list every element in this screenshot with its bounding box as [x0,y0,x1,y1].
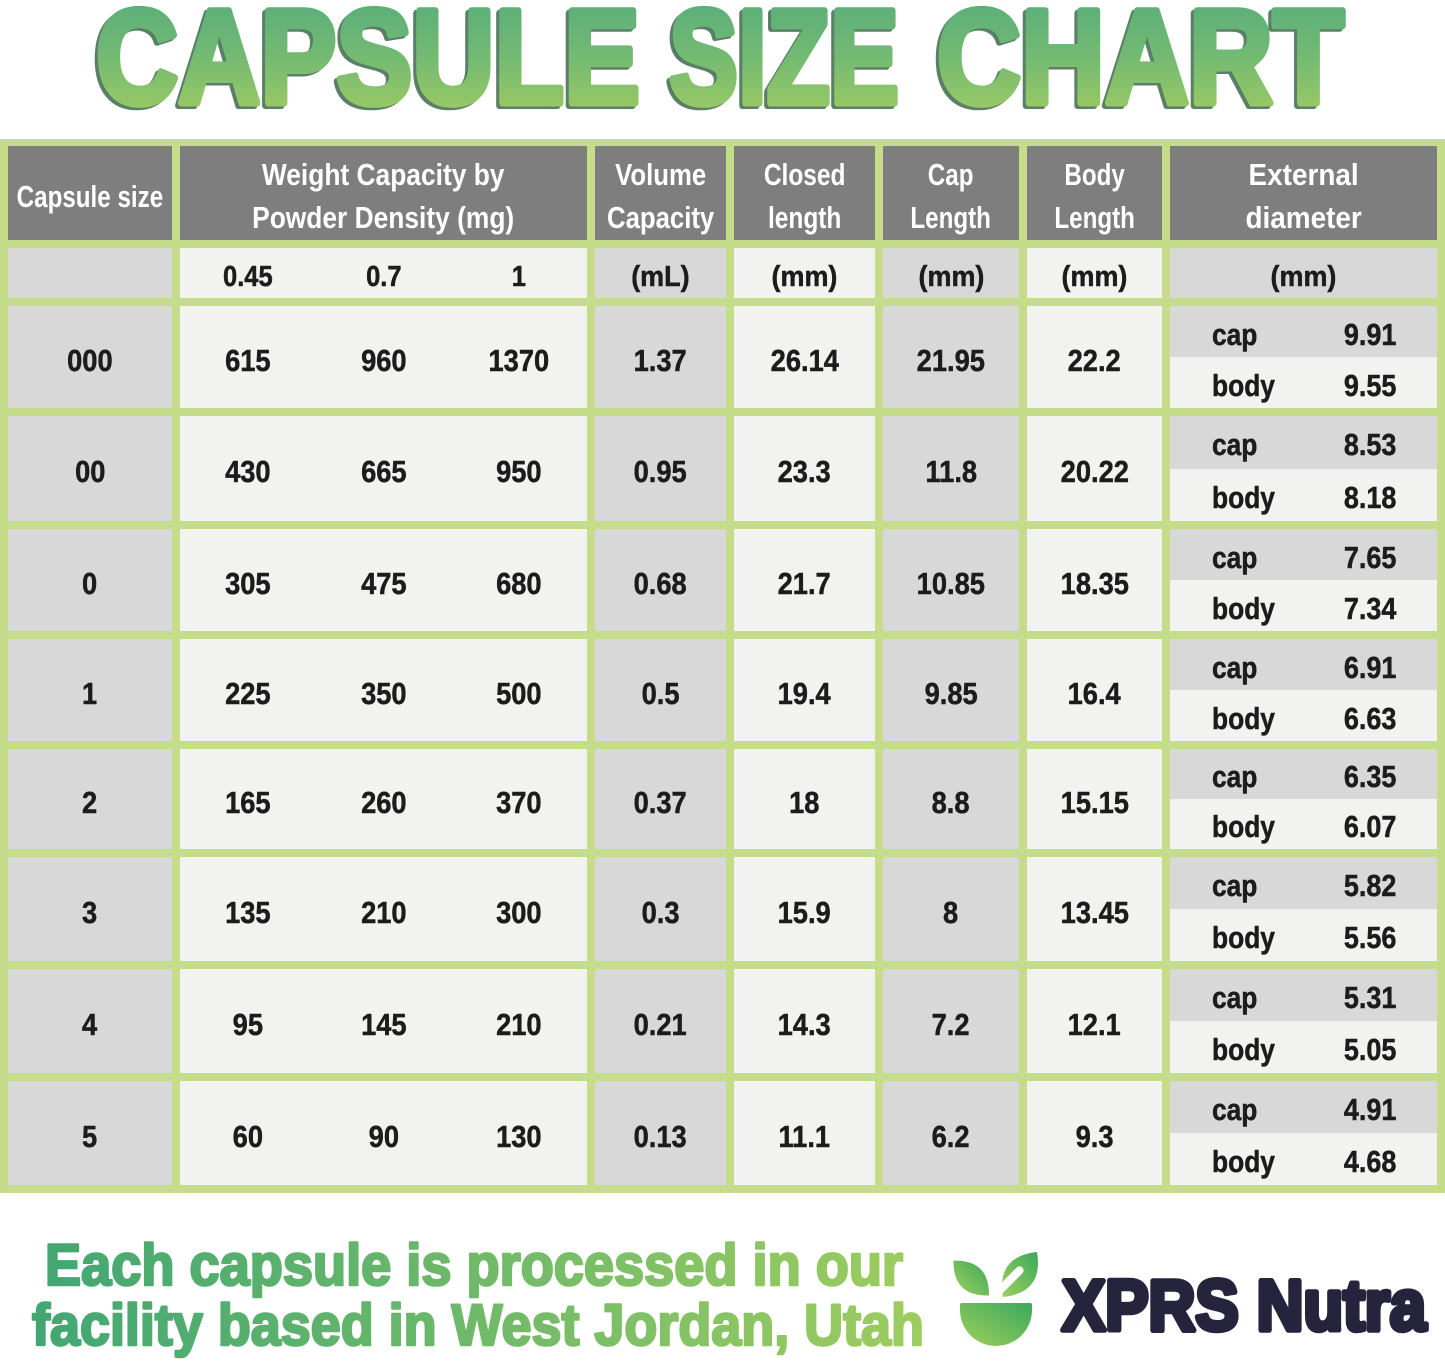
svg-text:Each capsule is processed in o: Each capsule is processed in our [45,1233,903,1298]
svg-text:XPRS Nutra: XPRS Nutra [1062,1267,1426,1346]
svg-text:facility based in West Jordan,: facility based in West Jordan, Utah [32,1293,924,1358]
